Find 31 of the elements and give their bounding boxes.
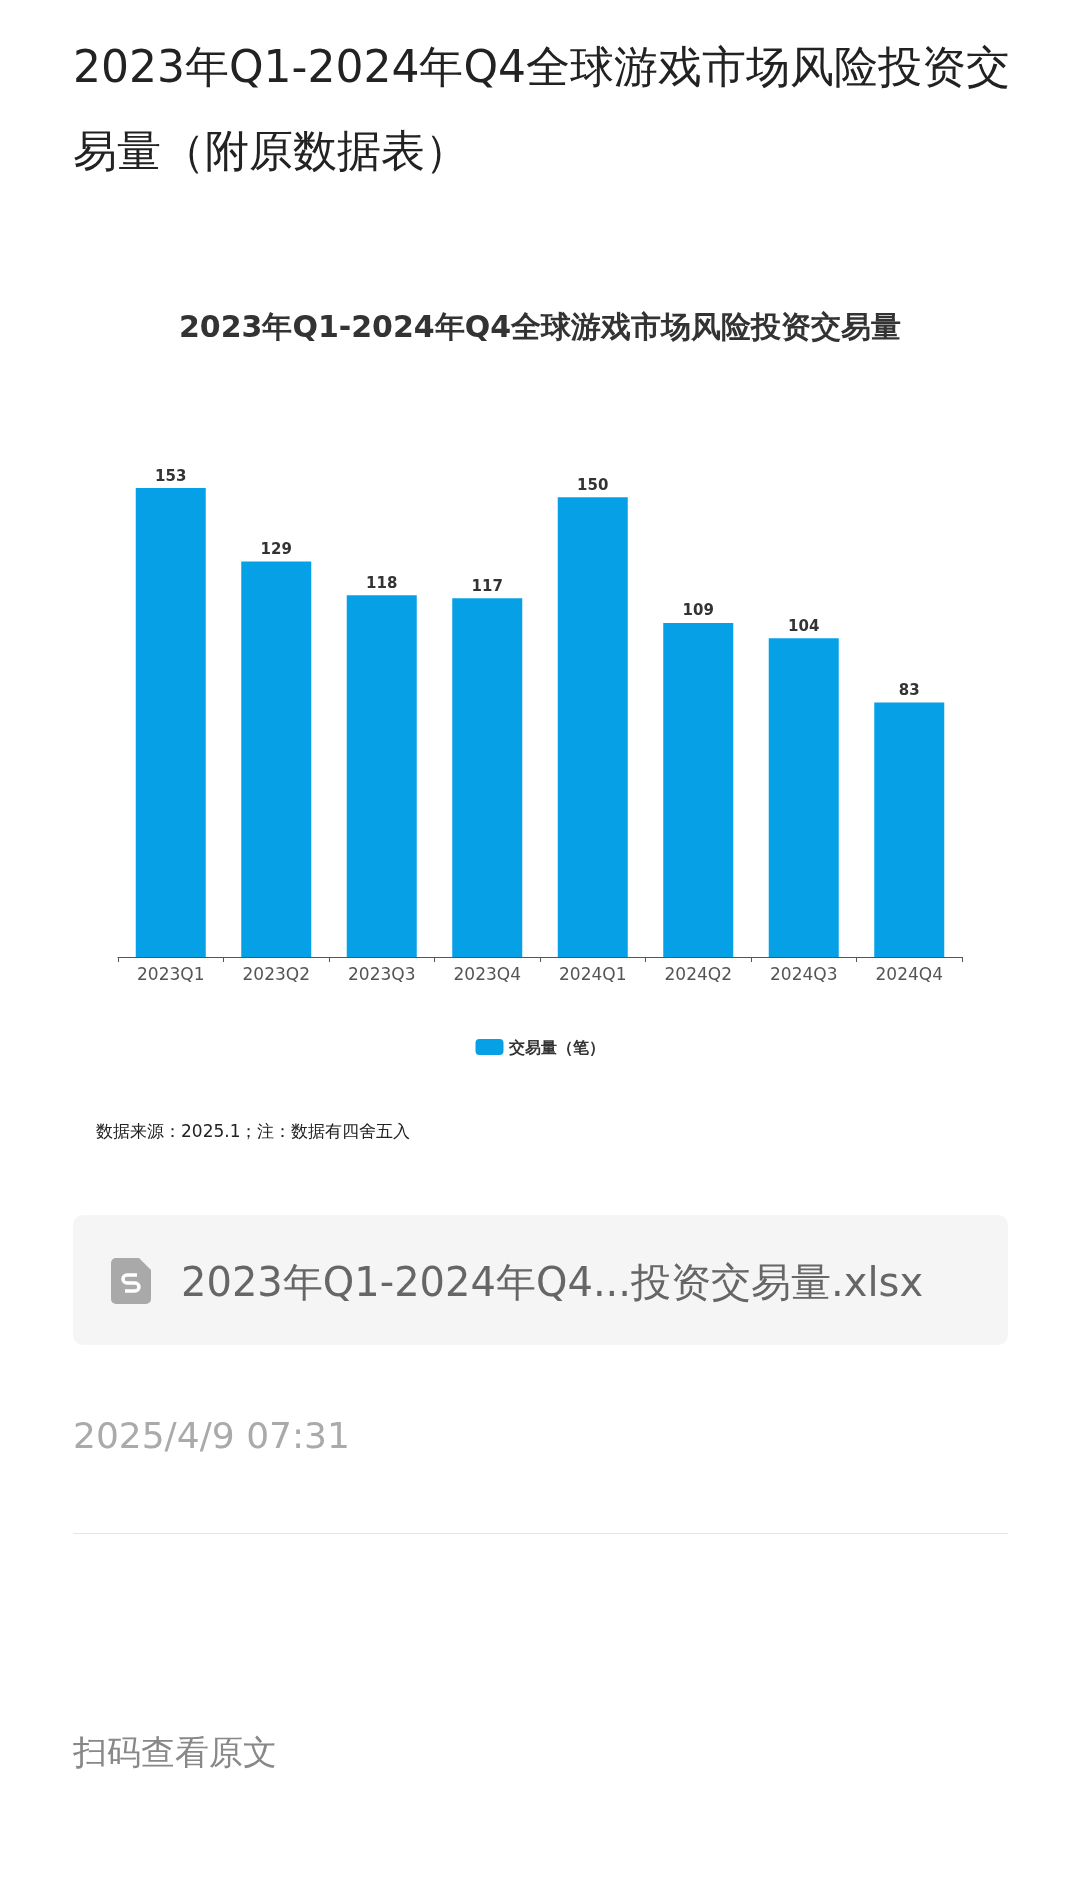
- x-tick-label: 2024Q2: [664, 963, 732, 984]
- data-label: 109: [682, 601, 714, 620]
- x-tick-label: 2023Q2: [242, 963, 310, 984]
- x-tick-label: 2024Q4: [875, 963, 943, 984]
- x-tick-label: 2024Q3: [770, 963, 838, 984]
- chart-subtitle: 2023年Q1-2024年Q4全球游戏市场风险投资交易量: [178, 308, 902, 344]
- legend-label: 交易量（笔）: [507, 1037, 605, 1057]
- bar: [452, 598, 523, 957]
- bar: [663, 622, 734, 957]
- data-label: 153: [155, 466, 187, 485]
- source-note: 数据来源：2025.1；注：数据有四舍五入: [96, 1120, 411, 1143]
- bar: [768, 638, 839, 957]
- x-tick-label: 2023Q4: [453, 963, 521, 984]
- bar: [241, 561, 312, 957]
- chart-title: 2023年Q1-2024年Q4全球游戏市场风险投资交易量（附原数据表）: [73, 40, 1012, 178]
- data-label: 118: [366, 573, 398, 592]
- data-label: 129: [260, 540, 292, 559]
- data-label: 150: [577, 475, 609, 494]
- data-label: 104: [788, 616, 820, 635]
- x-tick-label: 2023Q3: [348, 963, 416, 984]
- data-label: 117: [471, 576, 503, 595]
- data-label: 83: [898, 681, 920, 700]
- bar: [557, 497, 628, 957]
- text: 2025/4/9 07:31: [73, 1415, 350, 1456]
- x-tick-label: 2024Q1: [559, 963, 627, 984]
- bar: [135, 488, 206, 957]
- bar: [874, 702, 945, 957]
- x-tick-label: 2023Q1: [137, 963, 205, 984]
- text: 扫码查看原文: [73, 1731, 277, 1774]
- text: 2023年Q1-2024年Q4...投资交易量.xlsx: [181, 1258, 924, 1307]
- bar: [346, 595, 417, 957]
